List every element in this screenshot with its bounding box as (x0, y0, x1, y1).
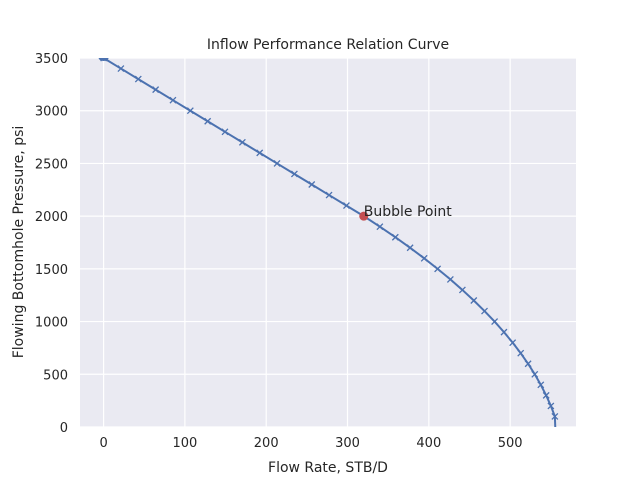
y-tick-label: 0 (60, 421, 68, 436)
x-tick-label: 400 (416, 436, 441, 451)
chart-title: Inflow Performance Relation Curve (207, 37, 449, 53)
x-axis-ticks: 0 100 200 300 400 500 (99, 436, 522, 451)
x-tick-label: 300 (335, 436, 360, 451)
y-tick-label: 500 (43, 368, 68, 383)
x-axis-label: Flow Rate, STB/D (268, 460, 388, 476)
grid-lines (80, 57, 576, 428)
x-tick-label: 0 (99, 436, 107, 451)
ipr-curve-markers (98, 58, 559, 420)
y-axis-ticks: 0 500 1000 1500 2000 2500 3000 3500 (35, 52, 68, 436)
plot-area (80, 58, 576, 427)
y-tick-label: 3500 (35, 52, 68, 67)
bubble-point-marker (359, 211, 369, 221)
y-tick-label: 2500 (35, 157, 68, 172)
y-tick-label: 2000 (35, 210, 68, 225)
y-tick-label: 1000 (35, 316, 68, 331)
x-tick-label: 100 (172, 436, 197, 451)
y-tick-label: 1500 (35, 263, 68, 278)
y-tick-label: 3000 (35, 105, 68, 120)
x-tick-label: 500 (498, 436, 523, 451)
x-tick-label: 200 (254, 436, 279, 451)
y-axis-label: Flowing Bottomhole Pressure, psi (11, 126, 27, 359)
bubble-point-label: Bubble Point (364, 204, 452, 220)
